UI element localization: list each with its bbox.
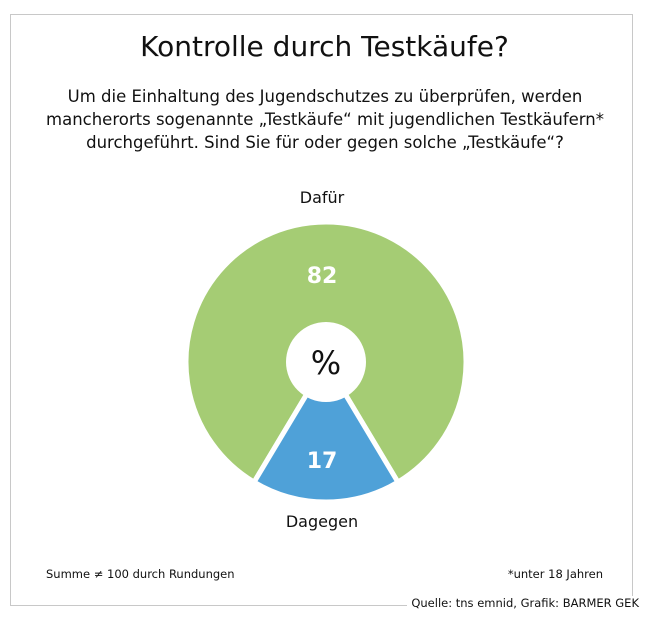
pie-slice-dagegen	[251, 359, 401, 505]
footnote-rounding: Summe ≠ 100 durch Rundungen	[46, 567, 235, 581]
question-text: Um die Einhaltung des Jugendschutzes zu …	[46, 87, 604, 152]
source-credit: Quelle: tns emnid, Grafik: BARMER GEK	[407, 596, 639, 610]
unit-label: %	[311, 344, 341, 382]
chart-title: Kontrolle durch Testkäufe?	[140, 30, 509, 63]
value-label-dafuer: 82	[307, 264, 338, 289]
center-hole	[286, 322, 366, 402]
category-label-dagegen: Dagegen	[286, 512, 358, 531]
value-label-dagegen: 17	[307, 449, 338, 474]
category-label-dafuer: Dafür	[300, 188, 345, 207]
chart-frame	[10, 14, 633, 606]
footnote-age: *unter 18 Jahren	[507, 567, 603, 581]
